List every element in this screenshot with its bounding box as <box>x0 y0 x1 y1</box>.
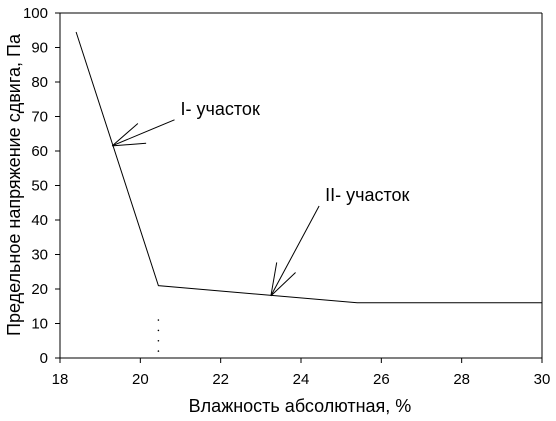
x-axis-title: Влажность абсолютная, % <box>189 396 412 416</box>
annotation-arrowhead <box>112 142 147 147</box>
x-tick-label: 18 <box>52 371 69 388</box>
y-tick-label: 90 <box>31 40 48 57</box>
annotation-arrow-shaft <box>270 205 320 297</box>
series-line <box>75 31 542 304</box>
annotation-layer: I- участок II- участок <box>111 99 410 297</box>
y-tick-label: 20 <box>31 281 48 298</box>
reference-dot <box>157 329 160 332</box>
y-tick-label: 30 <box>31 247 48 264</box>
ticks-layer: 0 10 20 30 40 50 60 70 80 90 100 18 20 22 24 26 28 30 <box>23 5 550 388</box>
annotation-arrow-shaft <box>112 119 175 147</box>
y-tick-label: 50 <box>31 178 48 195</box>
reference-dot <box>157 350 160 352</box>
x-tick-label: 22 <box>212 371 229 388</box>
annotation-label: I- участок <box>181 99 260 119</box>
y-tick-label: 100 <box>23 5 48 22</box>
x-tick-label: 30 <box>534 371 551 388</box>
y-tick-label: 80 <box>31 74 48 91</box>
x-tick-label: 28 <box>453 371 470 388</box>
annotation-arrowhead <box>270 262 278 296</box>
x-tick-label: 24 <box>293 371 310 388</box>
reference-dot <box>157 339 160 342</box>
y-tick-label: 40 <box>31 212 48 229</box>
x-tick-label: 26 <box>373 371 390 388</box>
y-tick-label: 0 <box>40 350 48 367</box>
annotation-arrowhead <box>270 272 296 297</box>
x-tick-label: 20 <box>132 371 149 388</box>
reference-dot <box>157 319 160 321</box>
annotation-label: II- участок <box>325 185 409 205</box>
axes-layer <box>59 12 543 359</box>
y-tick-label: 70 <box>31 109 48 126</box>
y-axis-title: Предельное напряжение сдвига, Па <box>4 33 24 336</box>
annotation-arrowhead <box>111 123 139 147</box>
y-tick-label: 60 <box>31 143 48 160</box>
series-layer <box>75 31 542 352</box>
y-tick-label: 10 <box>31 316 48 333</box>
